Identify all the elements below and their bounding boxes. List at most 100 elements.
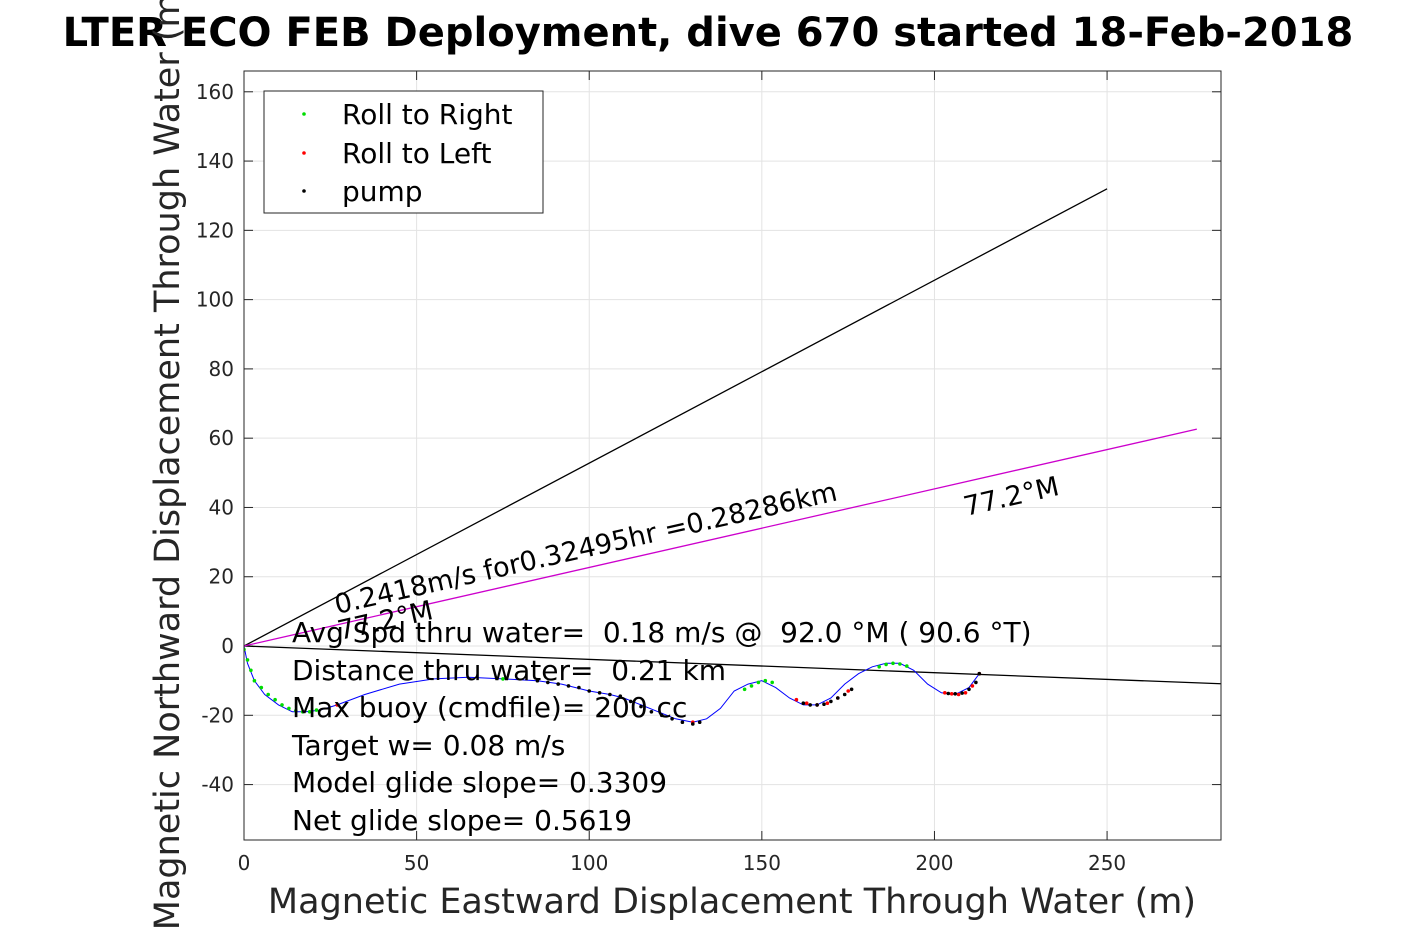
point-pump <box>566 684 571 688</box>
stat-avg-speed: Avg Spd thru water= 0.18 m/s @ 92.0 °M (… <box>292 616 1032 649</box>
point-pump <box>608 692 612 697</box>
point-pump <box>556 682 560 686</box>
point-roll-to-right <box>877 665 881 669</box>
y-tick-label: 40 <box>209 495 234 519</box>
point-pump <box>691 722 695 726</box>
point-roll-to-left <box>804 701 809 705</box>
point-roll-to-left <box>949 692 954 696</box>
point-roll-to-right <box>314 708 319 712</box>
vector-lines <box>244 188 1221 685</box>
point-pump <box>535 678 540 683</box>
y-tick-label: 100 <box>196 288 234 312</box>
point-pump <box>659 713 664 718</box>
point-pump <box>822 702 826 706</box>
point-pump <box>577 685 581 690</box>
point-roll-to-left <box>825 701 830 705</box>
point-pump <box>960 691 964 695</box>
point-roll-to-right <box>294 709 298 713</box>
point-pump <box>849 687 854 692</box>
y-tick-label: -40 <box>201 773 234 797</box>
point-roll-to-left <box>970 684 975 688</box>
point-roll-to-left <box>335 703 340 707</box>
legend-label-roll-right: Roll to Right <box>342 98 513 131</box>
stat-max-buoy: Max buoy (cmdfile)= 200 cc <box>292 691 687 724</box>
point-pump <box>808 703 812 707</box>
stat-net-glide: Net glide slope= 0.5619 <box>292 804 632 837</box>
point-roll-to-right <box>763 678 768 683</box>
point-pump <box>697 720 702 724</box>
point-pump <box>618 694 623 698</box>
point-roll-to-right <box>280 703 284 707</box>
point-roll-to-left <box>943 691 947 695</box>
stat-distance: Distance thru water= 0.21 km <box>292 654 726 687</box>
point-pump <box>829 699 833 704</box>
point-pump <box>801 701 806 705</box>
point-pump <box>597 691 602 695</box>
vector-gliding <box>244 428 1197 647</box>
y-axis-label: Magnetic Northward Displacement Through … <box>148 0 188 930</box>
point-roll-to-right <box>884 662 888 667</box>
point-roll-to-right <box>249 668 253 673</box>
axis-ticks: 0 50 100 150 200 250 -40 -20 0 20 40 60 80 100 120 140 1… <box>196 71 1221 875</box>
vector-current <box>244 188 1108 647</box>
point-roll-to-right <box>742 687 747 692</box>
chart-title: LTER ECO FEB Deployment, dive 670 starte… <box>63 10 1354 56</box>
point-pump <box>974 680 978 685</box>
legend-marker-pump <box>302 189 306 193</box>
y-tick-label: -20 <box>201 703 234 727</box>
point-roll-to-right <box>287 706 291 711</box>
point-roll-to-right <box>252 678 257 683</box>
y-tick-label: 80 <box>209 357 234 381</box>
stats-block: Avg Spd thru water= 0.18 m/s @ 92.0 °M (… <box>291 616 1032 837</box>
glider-track-line <box>244 645 980 723</box>
vector-heading <box>244 645 1221 685</box>
legend-marker-roll-left <box>302 151 306 155</box>
point-pump <box>628 699 633 704</box>
point-roll-to-right <box>749 684 754 688</box>
point-pump <box>649 710 654 714</box>
point-roll-to-right <box>300 710 305 714</box>
point-pump <box>546 680 550 685</box>
legend: Roll to Right Roll to Left pump <box>263 90 544 214</box>
legend-marker-roll-right <box>302 112 306 116</box>
point-roll-to-right <box>770 680 774 685</box>
x-tick-label: 0 <box>238 851 251 875</box>
legend-label-roll-left: Roll to Left <box>342 137 491 170</box>
point-pump <box>977 671 982 676</box>
point-roll-to-left <box>963 691 968 695</box>
point-pump <box>670 717 674 721</box>
y-tick-label: 0 <box>221 634 234 658</box>
y-tick-label: 60 <box>209 426 234 450</box>
point-pump <box>815 703 819 707</box>
point-roll-to-right <box>245 658 250 662</box>
x-tick-label: 50 <box>404 851 429 875</box>
point-pump <box>967 687 971 692</box>
y-tick-label: 120 <box>196 218 234 242</box>
data-points <box>244 647 982 726</box>
point-pump <box>639 704 643 709</box>
point-pump <box>946 691 951 696</box>
x-tick-label: 100 <box>570 851 608 875</box>
x-tick-label: 200 <box>915 851 953 875</box>
y-tick-label: 140 <box>196 149 234 173</box>
point-roll-to-right <box>501 677 505 681</box>
y-tick-label: 20 <box>209 565 234 589</box>
plot-frame <box>243 70 1222 841</box>
point-roll-to-left <box>794 697 799 702</box>
point-pump <box>953 692 957 696</box>
point-pump <box>680 720 685 724</box>
point-roll-to-right <box>307 710 312 714</box>
x-tick-label: 250 <box>1088 851 1126 875</box>
point-roll-to-right <box>259 685 264 690</box>
point-roll-to-right <box>898 662 902 666</box>
point-pump <box>842 692 847 697</box>
legend-label-pump: pump <box>342 175 423 208</box>
grid <box>243 71 1221 840</box>
point-pump <box>587 689 591 693</box>
x-tick-label: 150 <box>743 851 781 875</box>
y-tick-label: 160 <box>196 80 234 104</box>
point-roll-to-right <box>905 664 909 668</box>
x-axis-label: Magnetic Eastward Displacement Through W… <box>268 882 1196 922</box>
legend-box <box>263 90 544 214</box>
